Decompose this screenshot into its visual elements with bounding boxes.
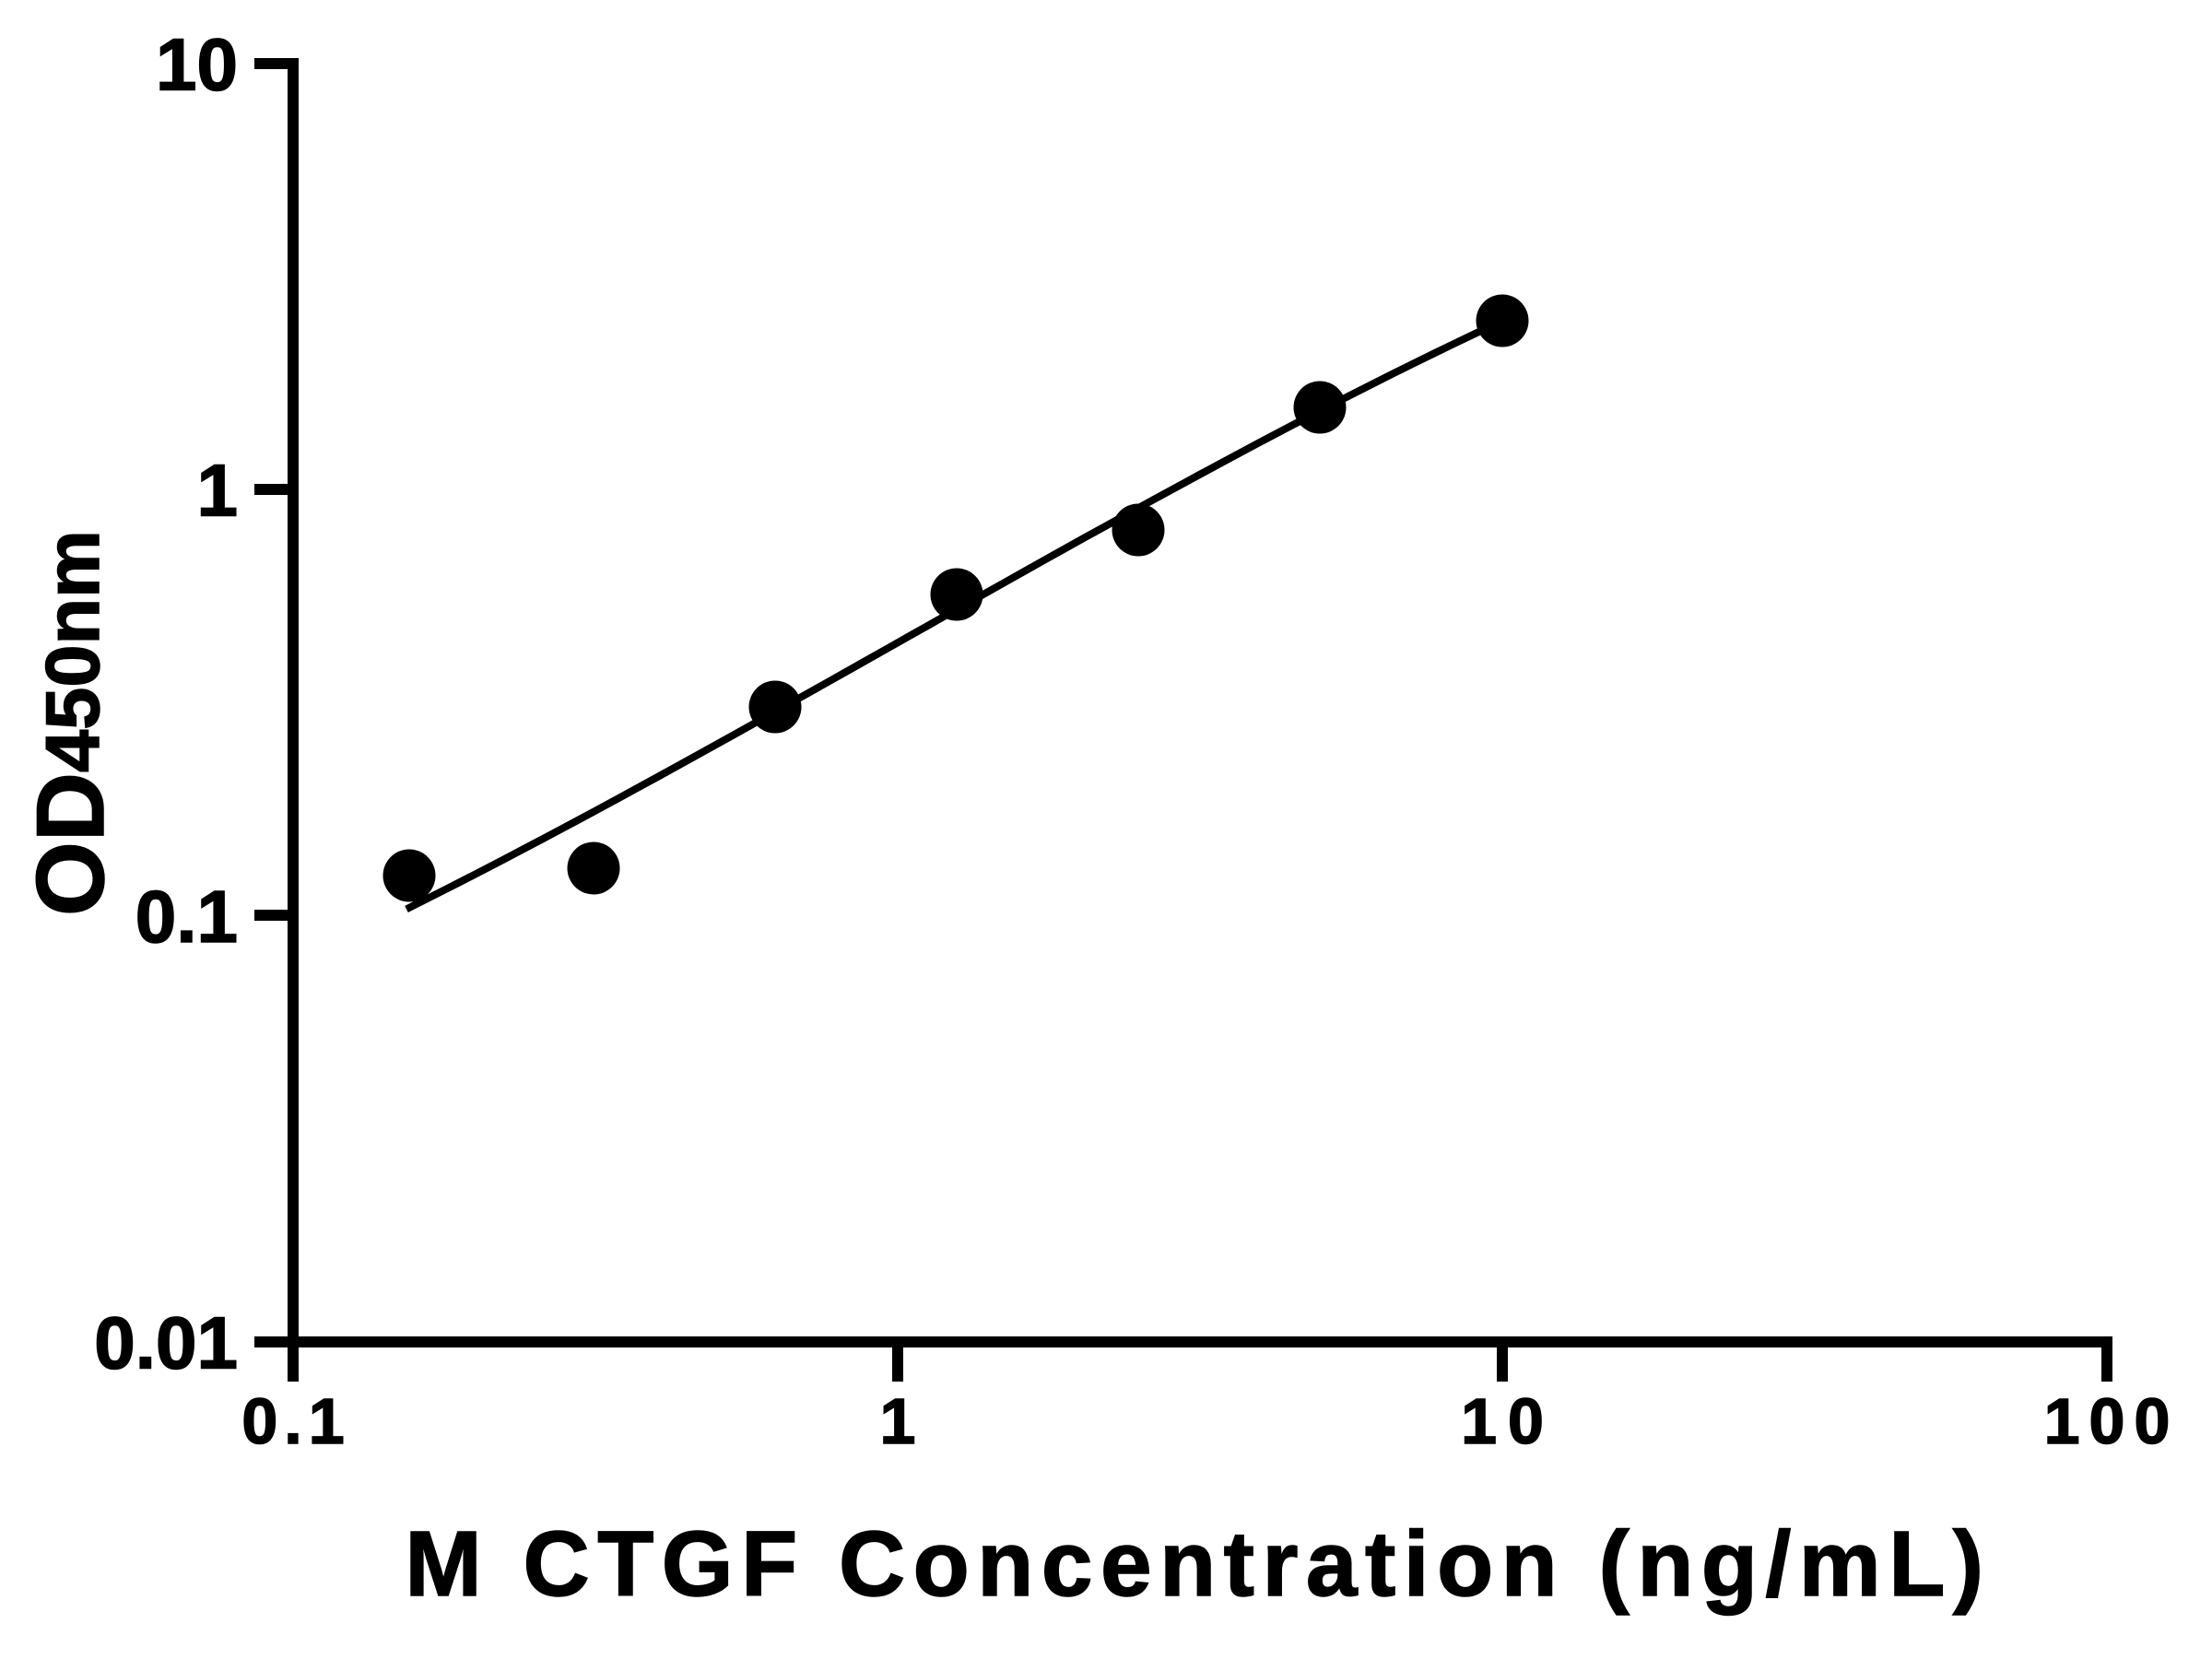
svg-text:10: 10	[1461, 1385, 1555, 1457]
svg-text:0.1: 0.1	[241, 1385, 350, 1457]
svg-text:1: 1	[197, 450, 239, 532]
svg-text:10: 10	[156, 24, 238, 106]
svg-text:0.1: 0.1	[135, 876, 238, 958]
svg-text:0.01: 0.01	[94, 1302, 238, 1384]
svg-text:OD450nm: OD450nm	[18, 530, 124, 916]
svg-text:100: 100	[2044, 1385, 2180, 1457]
svg-text:1: 1	[880, 1385, 916, 1457]
svg-text:M CTGF Concentration (ng/mL): M CTGF Concentration (ng/mL)	[405, 1512, 1991, 1616]
